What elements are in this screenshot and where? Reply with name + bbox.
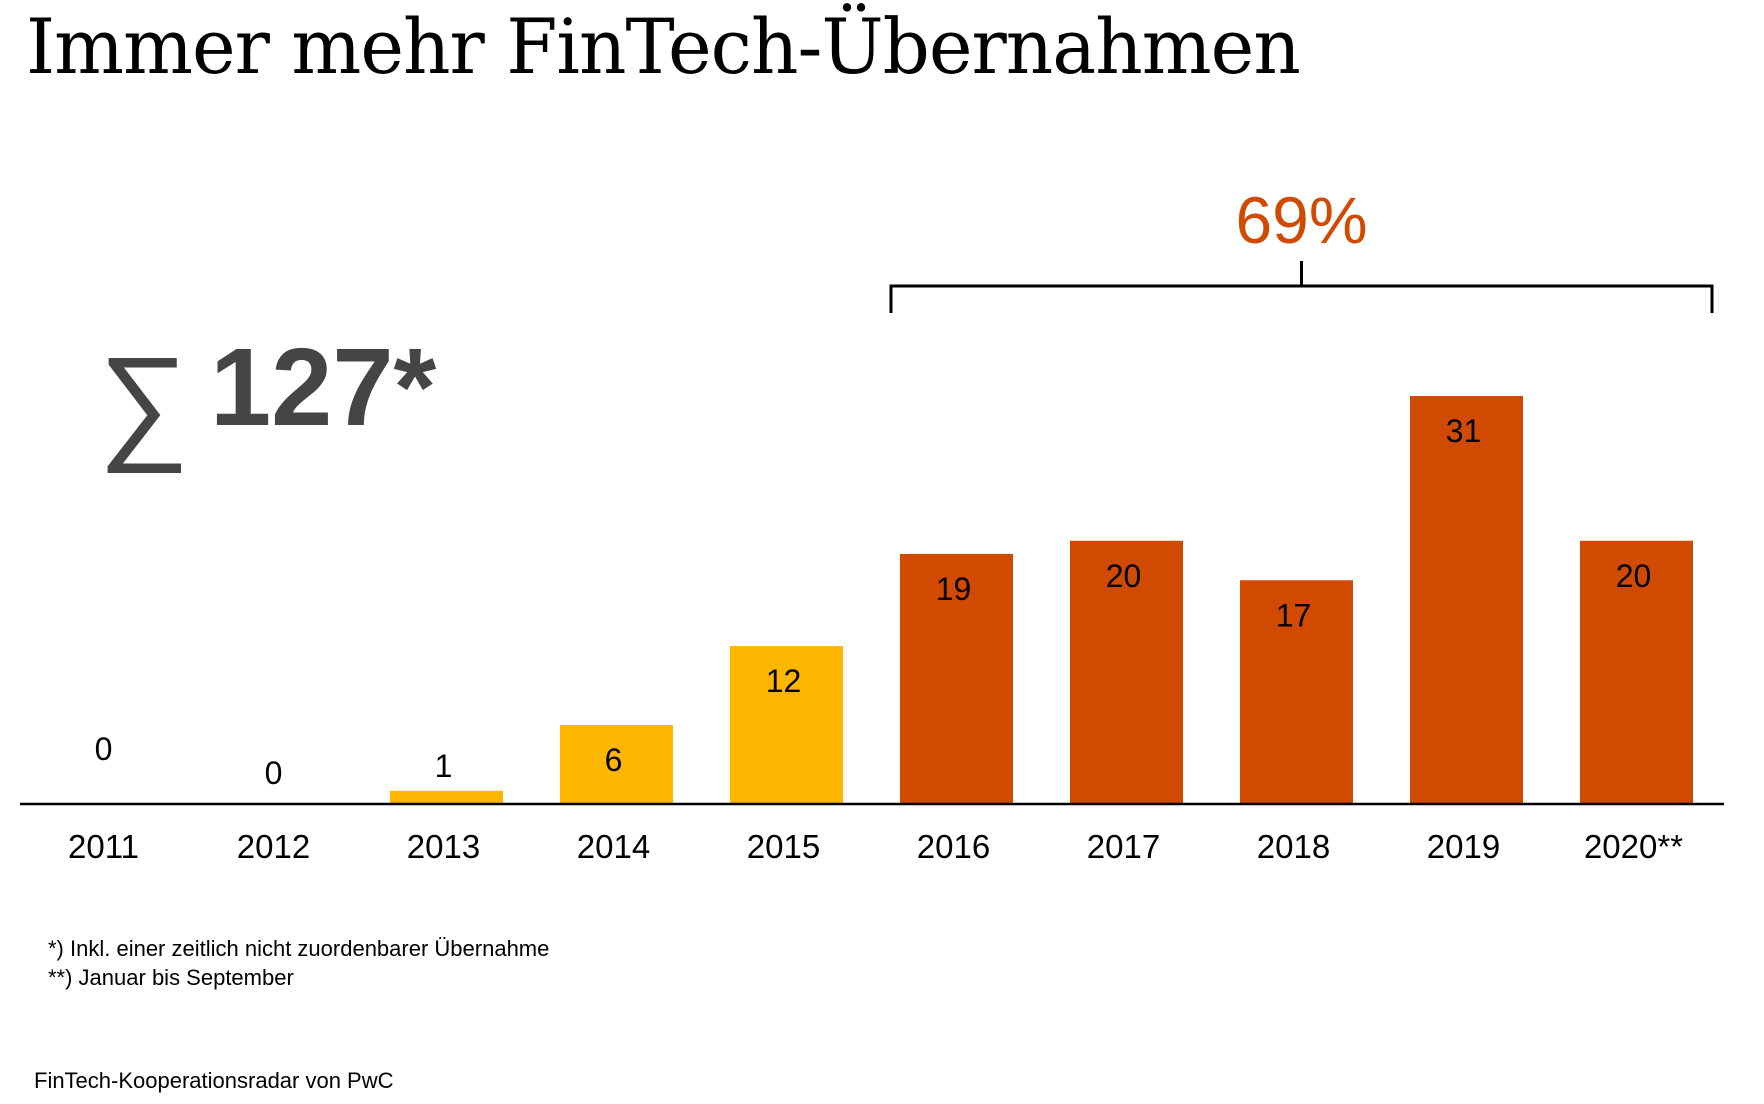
sigma-icon: ∑ [98, 331, 189, 474]
bar-2014 [560, 725, 673, 804]
bar-2018 [1240, 580, 1353, 804]
source-note: FinTech-Kooperationsradar von PwC [34, 1068, 394, 1093]
x-tick-label-2020: 2020** [1584, 828, 1683, 865]
bars-group [390, 396, 1693, 804]
bar-2017 [1070, 540, 1183, 804]
bracket-percent-label: 69% [1235, 183, 1367, 257]
value-label-2013: 1 [435, 748, 453, 784]
value-label-2018: 17 [1276, 597, 1312, 633]
x-tick-label-2016: 2016 [917, 828, 990, 865]
chart-title: Immer mehr FinTech-Übernahmen [26, 2, 1301, 91]
x-tick-label-2015: 2015 [747, 828, 820, 865]
x-tick-label-2014: 2014 [577, 828, 650, 865]
value-label-2012: 0 [265, 755, 283, 791]
bracket-line [889, 261, 1714, 313]
footnote-2: **) Januar bis September [48, 965, 294, 990]
bar-2020 [1580, 540, 1693, 804]
bar-2013 [390, 790, 503, 804]
value-label-2015: 12 [766, 663, 802, 699]
x-tick-label-2019: 2019 [1427, 828, 1500, 865]
bar-2019 [1410, 396, 1523, 804]
value-label-2019: 31 [1446, 413, 1482, 449]
value-labels-group: 0 0 1 6 12 19 20 17 31 20 [95, 413, 1652, 791]
bar-2016 [900, 553, 1013, 804]
footnote-1: *) Inkl. einer zeitlich nicht zuordenbar… [48, 936, 550, 961]
value-label-2016: 19 [936, 571, 972, 607]
value-label-2011: 0 [95, 731, 113, 767]
x-tick-label-2017: 2017 [1087, 828, 1160, 865]
value-label-2020: 20 [1616, 558, 1652, 594]
x-tick-label-2013: 2013 [407, 828, 480, 865]
bar-2015 [730, 646, 843, 804]
x-tick-label-2018: 2018 [1257, 828, 1330, 865]
value-label-2014: 6 [605, 742, 623, 778]
x-axis-labels-group: 2011 2012 2013 2014 2015 2016 2017 2018 2019 2020… [68, 828, 1683, 865]
total-count: 127* [210, 326, 437, 449]
bracket-annotation: 69% [889, 183, 1714, 313]
value-label-2017: 20 [1106, 558, 1142, 594]
x-tick-label-2012: 2012 [237, 828, 310, 865]
x-tick-label-2011: 2011 [68, 828, 139, 865]
